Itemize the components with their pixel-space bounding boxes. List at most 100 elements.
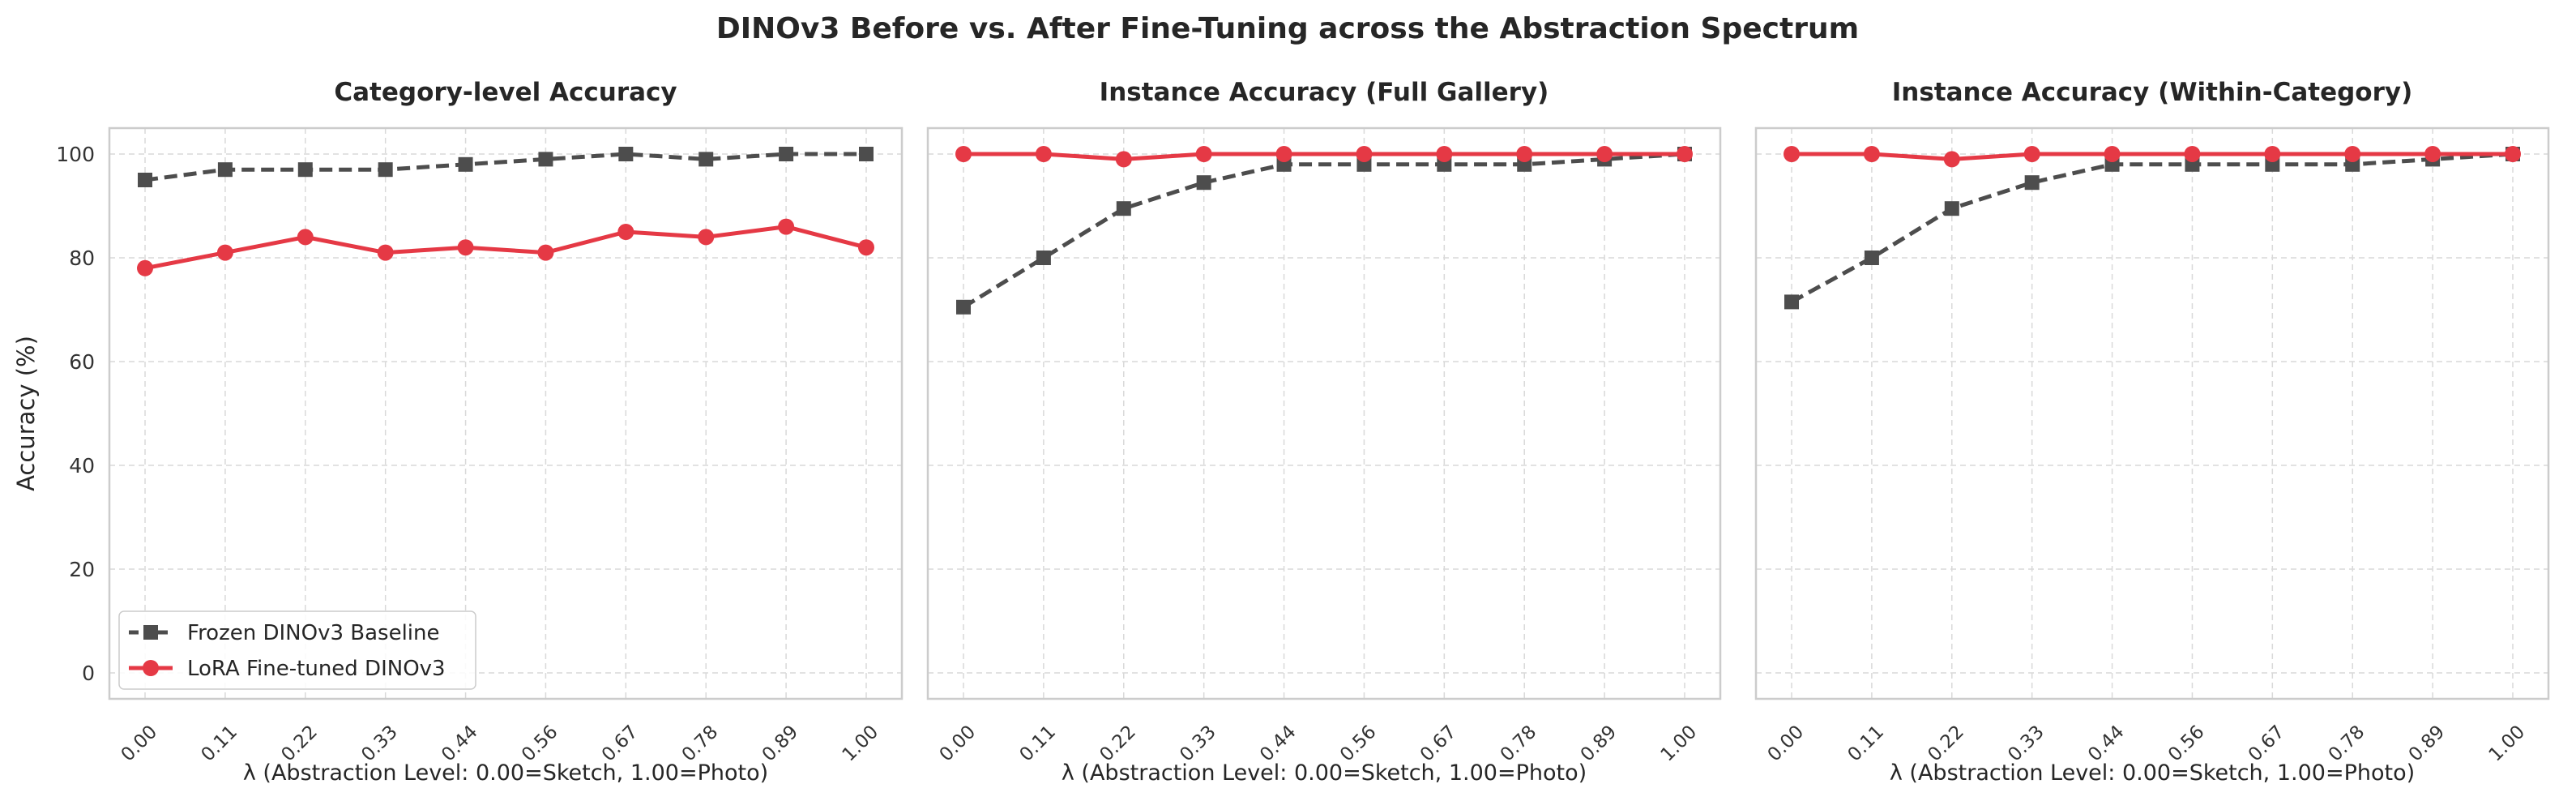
x-tick-label: 0.78 [2325, 722, 2369, 766]
frozen-point [1196, 175, 1211, 191]
y-tick-label: 100 [56, 143, 95, 166]
lora-point [2104, 146, 2121, 162]
x-tick-label: 0.56 [1336, 722, 1381, 766]
frozen-point [618, 147, 634, 161]
y-tick-label: 20 [69, 558, 95, 581]
lora-finetuned-line [144, 225, 867, 271]
frozen-point [1784, 294, 1800, 310]
lora-point [1195, 146, 1212, 162]
lora-point [1596, 146, 1613, 162]
lora-point [2184, 146, 2201, 162]
x-tick-label: 0.44 [438, 722, 482, 766]
frozen-point [698, 152, 714, 167]
x-tick-label: 0.00 [1764, 722, 1809, 766]
x-tick-label: 0.33 [1176, 722, 1220, 766]
frozen-point [1864, 251, 1879, 265]
lora-point [1784, 146, 1801, 162]
frozen-baseline-line [962, 152, 1685, 309]
x-tick-label: 0.11 [1015, 722, 1060, 766]
x-tick-label: 0.00 [936, 722, 980, 766]
lora-point [617, 224, 634, 240]
x-tick-label: 1.00 [2485, 722, 2530, 766]
lora-point [537, 244, 554, 261]
frozen-point [138, 173, 153, 187]
lora-point [137, 259, 154, 276]
x-tick-label: 0.78 [678, 722, 723, 766]
plot-frame [926, 126, 1722, 700]
lora-point [457, 239, 474, 256]
panel-3: Instance Accuracy (Within-Category) 0.00 0… [1754, 78, 2550, 786]
x-tick-label: 0.44 [2084, 722, 2129, 766]
legend-box [118, 610, 476, 690]
frozen-point [217, 162, 233, 178]
lora-point [1275, 146, 1292, 162]
legend-label: LoRA Fine-tuned DINOv3 [187, 657, 446, 681]
x-tick-label: 0.67 [2245, 722, 2289, 766]
legend-circle-marker [143, 660, 159, 676]
frozen-point [1036, 251, 1051, 265]
x-axis-label: λ (Abstraction Level: 0.00=Sketch, 1.00=… [1062, 760, 1587, 786]
x-tick-label: 1.00 [1657, 722, 1702, 766]
x-tick-label: 0.44 [1256, 722, 1301, 766]
lora-point [216, 244, 233, 261]
x-tick-label: 0.78 [1497, 722, 1541, 766]
lora-point [1436, 146, 1453, 162]
y-tick-label: 80 [69, 246, 95, 270]
y-tick-label: 40 [69, 454, 95, 478]
x-tick-label: 0.67 [1416, 722, 1461, 766]
lora-point [857, 239, 874, 256]
frozen-point [956, 299, 972, 315]
lora-finetuned-line [963, 152, 1685, 161]
lora-point [1676, 146, 1693, 162]
lora-point [2264, 146, 2281, 162]
y-axis-label: Accuracy (%) [12, 336, 40, 491]
x-tick-label: 0.89 [758, 722, 803, 766]
frozen-point [2024, 175, 2040, 191]
lora-point [1035, 146, 1052, 162]
x-tick-label: 0.56 [518, 722, 562, 766]
lora-point [778, 218, 795, 235]
x-tick-label: 0.33 [2004, 722, 2048, 766]
lora-point [2424, 146, 2441, 162]
x-axis-label: λ (Abstraction Level: 0.00=Sketch, 1.00=… [1890, 760, 2415, 786]
x-tick-label: 0.56 [2164, 722, 2209, 766]
lora-point [2344, 146, 2361, 162]
frozen-point [858, 147, 874, 161]
lora-point [2504, 146, 2521, 162]
x-tick-label: 0.11 [1843, 722, 1888, 766]
lora-point [297, 229, 314, 246]
panel-title: Category-level Accuracy [334, 78, 677, 107]
lora-point [2023, 146, 2040, 162]
x-tick-label: 0.22 [277, 722, 322, 766]
panel-title: Instance Accuracy (Within-Category) [1892, 78, 2413, 107]
legend-label: Frozen DINOv3 Baseline [187, 621, 440, 645]
frozen-baseline-line [144, 152, 866, 182]
legend-square-marker [143, 625, 158, 640]
lora-point [1863, 146, 1880, 162]
panel-2: Instance Accuracy (Full Gallery) 0.00 0.11… [926, 78, 1722, 786]
lora-point [1943, 151, 1960, 168]
frozen-baseline-line [1790, 152, 2514, 304]
x-tick-label: 0.22 [1924, 722, 1968, 766]
x-tick-label: 1.00 [839, 722, 883, 766]
frozen-point [378, 162, 393, 178]
x-tick-label: 0.67 [598, 722, 643, 766]
figure-title: DINOv3 Before vs. After Fine-Tuning acro… [716, 12, 1859, 45]
x-tick-label: 0.89 [1577, 722, 1621, 766]
plot-frame [108, 126, 904, 700]
y-tick-label: 0 [82, 662, 95, 685]
x-tick-label: 0.33 [357, 722, 402, 766]
lora-point [1115, 151, 1132, 168]
lora-point [1516, 146, 1533, 162]
x-axis-label: λ (Abstraction Level: 0.00=Sketch, 1.00=… [243, 760, 768, 786]
x-tick-label: 0.11 [197, 722, 241, 766]
lora-finetuned-line [1792, 152, 2513, 161]
legend: Frozen DINOv3 Baseline LoRA Fine-tuned DI… [118, 610, 476, 690]
x-tick-label: 0.22 [1096, 722, 1140, 766]
frozen-point [779, 147, 794, 161]
frozen-point [538, 152, 553, 167]
frozen-point [458, 156, 473, 172]
frozen-point [1944, 201, 1959, 216]
lora-point [698, 229, 715, 246]
